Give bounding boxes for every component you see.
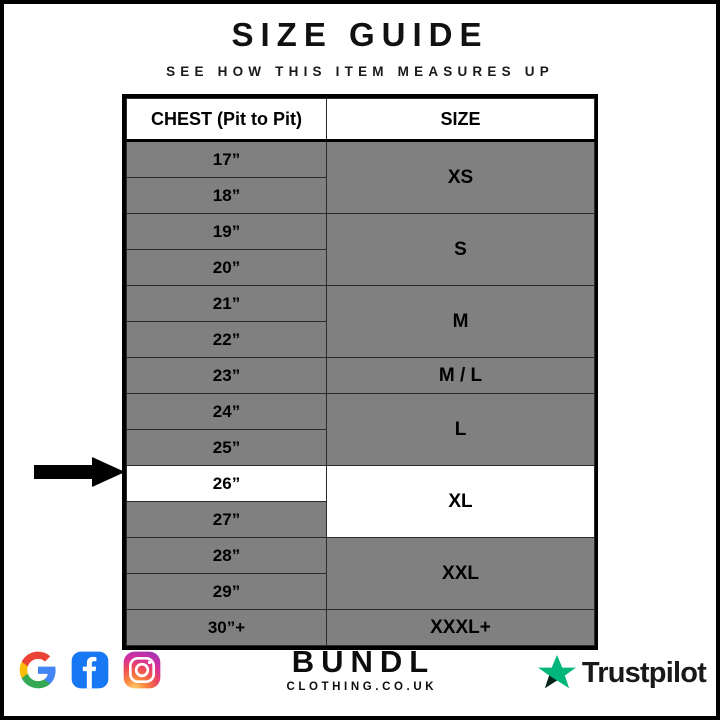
page-footer: BUNDL CLOTHING.CO.UK Trustpilot bbox=[4, 638, 716, 716]
table-row: 30”+ XXXL+ bbox=[126, 609, 595, 646]
size-cell: XXL bbox=[326, 537, 595, 610]
column-header-size: SIZE bbox=[326, 98, 595, 142]
size-cell: XXXL+ bbox=[326, 609, 595, 646]
table-row: 19” S bbox=[126, 213, 595, 286]
table-header-row: CHEST (Pit to Pit) SIZE bbox=[126, 98, 595, 142]
size-cell: XS bbox=[326, 140, 595, 214]
chest-cell: 23” bbox=[126, 357, 327, 394]
table-row: 27” bbox=[126, 501, 595, 538]
chest-cell: 25” bbox=[126, 429, 327, 466]
instagram-icon[interactable] bbox=[122, 650, 162, 690]
brand-name: BUNDL bbox=[291, 644, 436, 679]
page-header: SIZE GUIDE SEE HOW THIS ITEM MEASURES UP bbox=[4, 4, 716, 79]
page-title: SIZE GUIDE bbox=[231, 16, 489, 53]
trustpilot-wordmark: Trustpilot bbox=[581, 656, 707, 689]
google-icon[interactable] bbox=[18, 650, 58, 690]
brand-website: CLOTHING.CO.UK bbox=[286, 680, 438, 693]
social-links bbox=[18, 650, 162, 690]
chest-cell: 17” bbox=[126, 140, 327, 178]
chest-cell: 24” bbox=[126, 393, 327, 430]
chest-cell: 30”+ bbox=[126, 609, 327, 646]
right-arrow-icon bbox=[34, 457, 125, 487]
table-row: 18” bbox=[126, 177, 595, 214]
size-cell: XL bbox=[326, 465, 595, 538]
table-row: 25” bbox=[126, 429, 595, 466]
chest-cell: 20” bbox=[126, 249, 327, 286]
chest-cell: 26” bbox=[126, 465, 327, 502]
table-row: 28” XXL bbox=[126, 537, 595, 610]
page-subtitle: SEE HOW THIS ITEM MEASURES UP bbox=[166, 63, 554, 79]
table-row: 17” XS bbox=[126, 140, 595, 214]
size-cell: L bbox=[326, 393, 595, 466]
chest-cell: 27” bbox=[126, 501, 327, 538]
trustpilot-star-icon bbox=[537, 655, 576, 689]
chest-cell: 28” bbox=[126, 537, 327, 574]
size-cell: M bbox=[326, 285, 595, 358]
size-table-container: CHEST (Pit to Pit) SIZE 17” XS 18” 19” S 20” 2… bbox=[122, 94, 598, 650]
size-cell: S bbox=[326, 213, 595, 286]
chest-cell: 19” bbox=[126, 213, 327, 250]
size-table-body: 17” XS 18” 19” S 20” 21” M 22” 23” M / L 24” L 25” 26”… bbox=[126, 140, 595, 646]
table-row: 23” M / L bbox=[126, 357, 595, 394]
chest-cell: 21” bbox=[126, 285, 327, 322]
chest-cell: 29” bbox=[126, 573, 327, 610]
table-row: 26” XL bbox=[126, 465, 595, 538]
facebook-icon[interactable] bbox=[70, 650, 110, 690]
size-table: CHEST (Pit to Pit) SIZE 17” XS 18” 19” S 20” 2… bbox=[126, 98, 595, 646]
chest-cell: 22” bbox=[126, 321, 327, 358]
size-cell: M / L bbox=[326, 357, 595, 394]
brand-logo: BUNDL CLOTHING.CO.UK bbox=[4, 644, 716, 693]
table-row: 29” bbox=[126, 573, 595, 610]
size-table-head: CHEST (Pit to Pit) SIZE bbox=[126, 98, 595, 142]
trustpilot-logo[interactable]: Trustpilot bbox=[537, 654, 707, 692]
table-row: 20” bbox=[126, 249, 595, 286]
table-row: 21” M bbox=[126, 285, 595, 358]
chest-cell: 18” bbox=[126, 177, 327, 214]
table-row: 24” L bbox=[126, 393, 595, 466]
column-header-chest: CHEST (Pit to Pit) bbox=[126, 98, 327, 142]
